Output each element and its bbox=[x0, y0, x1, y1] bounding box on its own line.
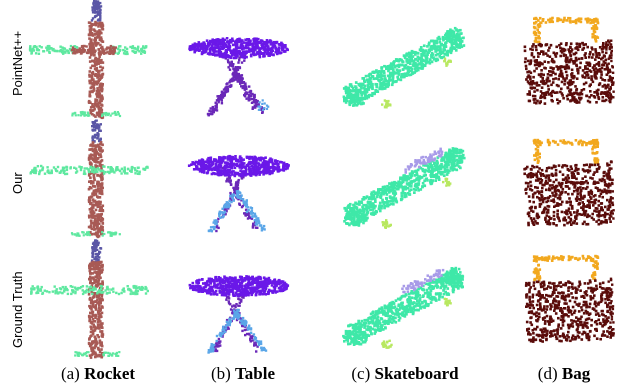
skateboard-pointcloud-ground-truth bbox=[342, 266, 465, 349]
caption-bag: (d) Bag bbox=[524, 364, 604, 384]
rocket-pointcloud-our bbox=[29, 119, 149, 239]
row-label-our: Our bbox=[10, 172, 25, 194]
bag-pointcloud-pointnet bbox=[523, 16, 615, 105]
skateboard-pointcloud-pointnet bbox=[342, 26, 466, 109]
table-pointcloud-pointnet bbox=[188, 37, 289, 117]
rocket-pointcloud-pointnet bbox=[28, 0, 148, 120]
caption-bag-prefix: (d) bbox=[537, 364, 558, 383]
caption-rocket-prefix: (a) bbox=[60, 364, 80, 383]
caption-rocket-name: Rocket bbox=[84, 364, 136, 383]
caption-bag-name: Bag bbox=[561, 364, 591, 383]
skateboard-pointcloud-our bbox=[343, 147, 466, 229]
table-pointcloud-our bbox=[187, 154, 290, 233]
caption-table: (b) Table bbox=[198, 364, 288, 384]
bag-pointcloud-ground-truth bbox=[524, 254, 615, 343]
rocket-pointcloud-ground-truth bbox=[30, 239, 149, 359]
row-label-ground-truth: Ground Truth bbox=[10, 271, 25, 348]
caption-skateboard-prefix: (c) bbox=[351, 364, 371, 383]
caption-table-prefix: (b) bbox=[210, 364, 231, 383]
caption-rocket: (a) Rocket bbox=[50, 364, 146, 384]
caption-skateboard: (c) Skateboard bbox=[335, 364, 475, 384]
caption-skateboard-name: Skateboard bbox=[374, 364, 459, 383]
table-pointcloud-ground-truth bbox=[188, 275, 290, 354]
caption-table-name: Table bbox=[235, 364, 276, 383]
row-label-pointnet: PointNet++ bbox=[10, 30, 25, 96]
bag-pointcloud-our bbox=[523, 138, 615, 227]
